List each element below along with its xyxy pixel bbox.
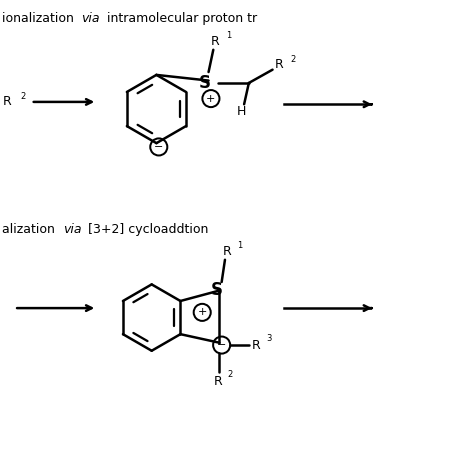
Text: 3: 3 (266, 335, 272, 343)
Text: ionalization: ionalization (2, 12, 78, 26)
Text: via: via (82, 12, 100, 26)
Text: H: H (237, 105, 246, 118)
Text: R: R (2, 95, 11, 109)
Text: S: S (199, 74, 211, 92)
Text: S: S (210, 281, 222, 299)
Text: −: − (154, 142, 164, 152)
Text: 2: 2 (228, 371, 233, 379)
Text: +: + (198, 307, 207, 318)
Text: −: − (217, 340, 227, 350)
Text: +: + (206, 93, 216, 104)
Text: [3+2] cycloaddtion: [3+2] cycloaddtion (84, 223, 209, 237)
Text: R: R (214, 375, 222, 388)
Text: intramolecular proton tr: intramolecular proton tr (103, 12, 257, 26)
Text: 1: 1 (226, 31, 231, 40)
Text: R: R (275, 58, 283, 72)
Text: 2: 2 (20, 92, 25, 100)
Text: R: R (211, 35, 219, 48)
Text: via: via (63, 223, 82, 237)
Text: R: R (223, 245, 232, 258)
Text: 1: 1 (237, 241, 243, 250)
Text: 2: 2 (291, 55, 296, 64)
Text: alization: alization (2, 223, 59, 237)
Text: R: R (252, 338, 260, 352)
